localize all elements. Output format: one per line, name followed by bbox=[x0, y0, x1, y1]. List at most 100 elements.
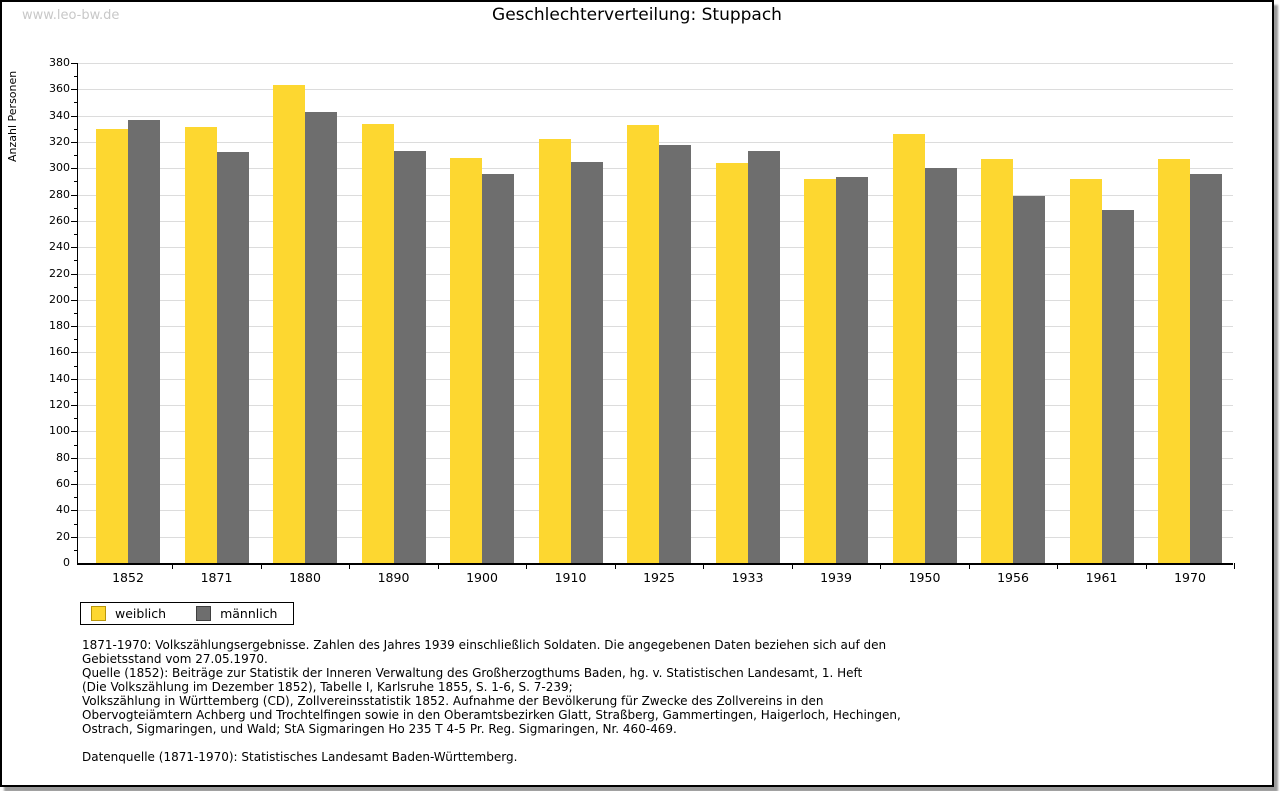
bar-maennlich-1939 bbox=[836, 177, 868, 563]
watermark: www.leo-bw.de bbox=[22, 8, 120, 23]
footnote-line: Ostrach, Sigmaringen, und Wald; StA Sigm… bbox=[82, 722, 677, 736]
x-tick-label: 1939 bbox=[820, 570, 852, 585]
y-minor-tick bbox=[74, 128, 78, 130]
x-tick-label: 1880 bbox=[289, 570, 321, 585]
y-minor-tick bbox=[74, 181, 78, 183]
y-major-tick bbox=[71, 141, 78, 143]
bar-maennlich-1933 bbox=[747, 151, 780, 563]
y-minor-tick bbox=[74, 234, 78, 236]
footnote-line: Gebietsstand vom 27.05.1970. bbox=[82, 652, 268, 666]
y-tick-label: 60 bbox=[56, 477, 70, 491]
legend-label-maennlich: männlich bbox=[220, 606, 278, 621]
y-minor-tick bbox=[74, 444, 78, 446]
y-tick-label: 0 bbox=[63, 556, 70, 569]
y-major-tick bbox=[71, 115, 78, 117]
x-tick-label: 1970 bbox=[1174, 570, 1206, 585]
y-major-tick bbox=[71, 299, 78, 301]
y-tick-label: 20 bbox=[56, 529, 70, 543]
bar-weiblich-1956 bbox=[981, 159, 1013, 563]
y-major-tick bbox=[71, 89, 78, 91]
bar-maennlich-1852 bbox=[128, 120, 160, 563]
y-minor-tick bbox=[74, 549, 78, 551]
y-minor-tick bbox=[74, 391, 78, 393]
x-tick-label: 1961 bbox=[1085, 570, 1118, 585]
x-tick bbox=[260, 563, 262, 569]
legend-swatch-maennlich bbox=[196, 606, 212, 621]
x-tick bbox=[791, 563, 793, 569]
bar-weiblich-1890 bbox=[361, 124, 394, 563]
y-major-tick bbox=[71, 378, 78, 380]
y-minor-tick bbox=[74, 365, 78, 367]
footnote-line: Quelle (1852): Beiträge zur Statistik de… bbox=[82, 666, 863, 680]
y-minor-tick bbox=[74, 497, 78, 499]
bar-weiblich-1852 bbox=[96, 129, 128, 563]
x-tick bbox=[1234, 563, 1235, 569]
x-tick-label: 1890 bbox=[377, 570, 410, 585]
y-major-tick bbox=[71, 457, 78, 459]
y-tick-label: 360 bbox=[49, 82, 70, 96]
y-major-tick bbox=[71, 194, 78, 196]
y-tick-label: 380 bbox=[49, 56, 70, 69]
x-tick bbox=[349, 563, 350, 569]
y-minor-tick bbox=[74, 523, 78, 525]
y-axis-label: Anzahl Personen bbox=[6, 70, 19, 162]
bar-weiblich-1910 bbox=[538, 139, 571, 563]
x-tick-label: 1950 bbox=[908, 570, 941, 585]
footnote-line: Volkszählung in Württemberg (CD), Zollve… bbox=[82, 694, 824, 708]
y-major-tick bbox=[71, 405, 78, 407]
y-tick-label: 160 bbox=[49, 345, 70, 359]
legend-label-weiblich: weiblich bbox=[115, 606, 167, 621]
y-major-tick bbox=[71, 220, 78, 222]
gridline bbox=[78, 115, 1233, 117]
bar-maennlich-1956 bbox=[1013, 196, 1045, 563]
legend: weiblich männlich bbox=[80, 602, 294, 625]
bar-maennlich-1950 bbox=[924, 168, 957, 563]
chart-title: Geschlechterverteilung: Stuppach bbox=[492, 5, 782, 25]
y-minor-tick bbox=[74, 76, 78, 78]
footnote-line: (Die Volkszählung im Dezember 1852), Tab… bbox=[82, 680, 573, 694]
x-tick bbox=[1145, 563, 1147, 569]
x-tick-label: 1871 bbox=[200, 570, 233, 585]
y-tick-label: 280 bbox=[49, 187, 70, 201]
x-tick-label: 1910 bbox=[554, 570, 587, 585]
y-tick-label: 40 bbox=[56, 503, 70, 517]
y-tick-label: 340 bbox=[49, 108, 70, 122]
gridline bbox=[78, 63, 1233, 64]
x-tick-label: 1933 bbox=[731, 570, 764, 585]
y-major-tick bbox=[71, 510, 78, 512]
bar-maennlich-1961 bbox=[1101, 210, 1134, 563]
bar-maennlich-1970 bbox=[1190, 174, 1222, 563]
x-tick bbox=[1057, 563, 1058, 569]
y-tick-label: 240 bbox=[49, 240, 70, 254]
y-tick-label: 140 bbox=[49, 371, 70, 385]
x-tick bbox=[172, 563, 173, 569]
y-minor-tick bbox=[74, 155, 78, 157]
footnote-spacer bbox=[82, 736, 901, 750]
bar-maennlich-1925 bbox=[659, 145, 691, 563]
bar-weiblich-1970 bbox=[1158, 159, 1190, 563]
x-tick bbox=[526, 563, 527, 569]
footnotes: 1871-1970: Volkszählungsergebnisse. Zahl… bbox=[82, 638, 901, 764]
y-major-tick bbox=[71, 247, 78, 249]
data-source-line: Datenquelle (1871-1970): Statistisches L… bbox=[82, 750, 518, 764]
x-tick-label: 1956 bbox=[997, 570, 1029, 585]
y-minor-tick bbox=[74, 339, 78, 341]
y-minor-tick bbox=[74, 286, 78, 288]
bar-maennlich-1871 bbox=[216, 152, 249, 563]
y-major-tick bbox=[71, 63, 78, 64]
y-tick-label: 120 bbox=[49, 398, 70, 412]
y-major-tick bbox=[71, 352, 78, 354]
x-tick-label: 1900 bbox=[466, 570, 498, 585]
y-tick-label: 180 bbox=[49, 319, 70, 333]
gridline bbox=[78, 89, 1233, 91]
y-major-tick bbox=[71, 484, 78, 486]
y-minor-tick bbox=[74, 470, 78, 472]
bar-maennlich-1890 bbox=[393, 151, 426, 563]
x-tick bbox=[437, 563, 439, 569]
y-tick-label: 100 bbox=[49, 424, 70, 438]
bar-maennlich-1880 bbox=[305, 112, 337, 563]
footnote-line: Obervogteiämtern Achberg und Trochtelfin… bbox=[82, 708, 901, 722]
y-major-tick bbox=[71, 273, 78, 275]
bar-weiblich-1925 bbox=[627, 125, 659, 563]
